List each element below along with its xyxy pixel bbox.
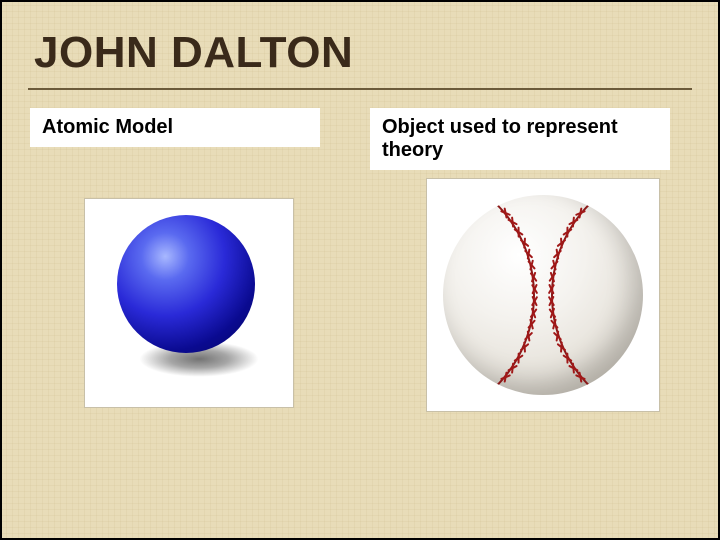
baseball-image bbox=[426, 178, 660, 412]
baseball-seam-left bbox=[443, 195, 535, 395]
title-underline bbox=[28, 88, 692, 90]
baseball-graphic bbox=[443, 195, 643, 395]
baseball-stitch bbox=[566, 227, 568, 238]
left-column-label: Atomic Model bbox=[30, 108, 320, 147]
atomic-model-image bbox=[84, 198, 294, 408]
baseball-stitch bbox=[523, 237, 526, 248]
baseball-seam-right bbox=[551, 195, 643, 395]
slide-title: JOHN DALTON bbox=[34, 28, 353, 78]
blue-sphere-graphic bbox=[109, 213, 269, 393]
sphere-body bbox=[117, 215, 255, 353]
right-column-label: Object used to represent theory bbox=[370, 108, 670, 170]
